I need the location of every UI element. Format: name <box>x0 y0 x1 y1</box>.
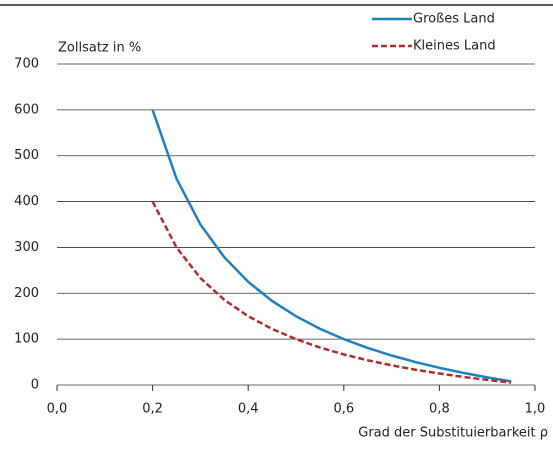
x-tick-label: 1,0 <box>525 402 546 417</box>
x-tick-label: 0,0 <box>47 402 68 417</box>
line-series <box>151 200 512 384</box>
y-tick-label: 700 <box>14 57 39 72</box>
y-tick-label: 0 <box>31 378 39 393</box>
legend-label: Kleines Land <box>413 39 496 54</box>
y-axis-label: Zollsatz in % <box>58 41 141 56</box>
x-tick-label: 0,2 <box>142 402 163 417</box>
x-tick-label: 0,8 <box>429 402 450 417</box>
line-series <box>151 109 512 383</box>
y-tick-label: 500 <box>14 148 39 163</box>
x-axis-label: Grad der Substituierbarkeit ρ <box>358 426 548 441</box>
x-tick-label: 0,6 <box>333 402 354 417</box>
y-tick-label: 300 <box>14 240 39 255</box>
legend-label: Großes Land <box>413 12 495 27</box>
y-tick-label: 100 <box>14 332 39 347</box>
y-tick-label: 400 <box>14 194 39 209</box>
x-tick-label: 0,4 <box>238 402 259 417</box>
y-tick-label: 200 <box>14 286 39 301</box>
y-tick-label: 600 <box>14 102 39 117</box>
